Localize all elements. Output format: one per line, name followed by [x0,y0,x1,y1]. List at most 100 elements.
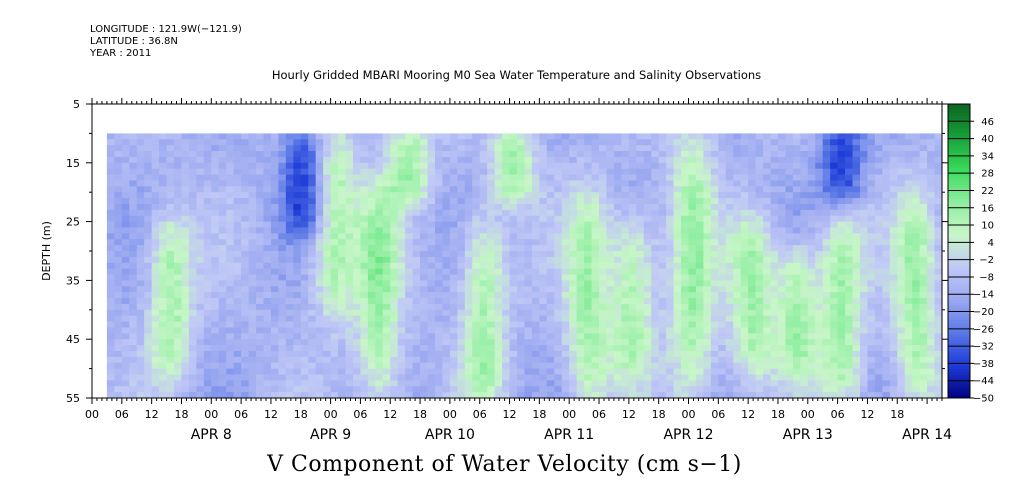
heatmap-cell [345,233,354,240]
heatmap-cell [479,309,488,317]
heatmap-cell [524,356,533,364]
heatmap-cell [457,292,466,299]
heatmap-cell [144,356,153,364]
heatmap-cell [815,245,824,252]
heatmap-cell [293,374,302,381]
heatmap-cell [539,374,548,381]
heatmap-cell [763,362,771,369]
heatmap-cell [203,151,212,158]
heatmap-cell [405,333,414,340]
heatmap-cell [681,392,689,399]
heatmap-cell [830,362,839,369]
heatmap-cell [695,215,704,222]
heatmap-cell [792,303,801,311]
heatmap-cell [733,180,742,187]
heatmap-cell [270,192,279,199]
heatmap-cell [718,145,727,152]
heatmap-cell [777,162,786,170]
heatmap-cell [509,292,518,299]
heatmap-cell [136,133,145,140]
heatmap-cell [703,303,712,311]
heatmap-cell [606,309,615,317]
heatmap-cell [449,309,458,317]
heatmap-cell [293,345,302,352]
heatmap-cell [606,215,615,222]
heatmap-cell [188,203,197,211]
heatmap-cell [785,180,794,187]
heatmap-cell [434,162,443,170]
heatmap-cell [449,198,458,205]
heatmap-cell [904,333,913,340]
heatmap-cell [524,292,533,299]
heatmap-cell [546,251,555,258]
heatmap-cell [651,286,660,293]
heatmap-cell [136,227,145,234]
heatmap-cell [315,233,324,240]
heatmap-cell [628,227,637,234]
heatmap-cell [233,133,242,140]
heatmap-cell [278,286,287,293]
heatmap-cell [785,286,794,293]
heatmap-cell [166,198,175,205]
heatmap-cell [703,192,712,199]
heatmap-cell [830,309,839,317]
heatmap-cell [748,215,756,222]
heatmap-cell [643,180,652,187]
heatmap-cell [397,133,406,140]
heatmap-cell [106,368,115,375]
heatmap-cell [233,256,242,264]
heatmap-cell [136,298,145,305]
heatmap-cell [606,298,615,305]
heatmap-cell [308,392,317,399]
heatmap-cell [151,380,160,387]
heatmap-cell [159,186,167,193]
heatmap-cell [121,145,130,152]
heatmap-cell [531,392,540,399]
heatmap-cell [188,286,197,293]
heatmap-cell [792,139,801,146]
heatmap-cell [509,239,518,246]
heatmap-cell [658,286,667,293]
heatmap-cell [278,192,287,199]
heatmap-cell [196,239,205,246]
heatmap-cell [576,303,585,311]
heatmap-cell [248,303,257,311]
heatmap-cell [166,268,175,275]
heatmap-cell [584,368,592,375]
heatmap-cell [367,380,376,387]
heatmap-cell [695,233,704,240]
heatmap-cell [837,374,846,381]
heatmap-cell [740,280,749,287]
heatmap-cell [121,227,130,234]
heatmap-cell [927,227,935,234]
heatmap-cell [136,309,145,317]
heatmap-cell [315,145,324,152]
heatmap-cell [531,303,540,311]
heatmap-cell [800,239,809,246]
heatmap-cell [412,303,421,311]
heatmap-cell [643,280,652,287]
heatmap-cell [502,156,510,164]
heatmap-cell [725,350,734,358]
heatmap-cell [591,251,600,258]
heatmap-cell [874,374,883,381]
heatmap-cell [524,368,533,375]
heatmap-cell [397,192,406,199]
heatmap-cell [673,280,682,287]
heatmap-cell [703,392,712,399]
heatmap-cell [606,233,615,240]
heatmap-cell [531,292,540,299]
heatmap-cell [867,239,876,246]
heatmap-cell [375,327,384,334]
heatmap-cell [748,156,756,164]
heatmap-cell [382,303,391,311]
heatmap-cell [390,286,399,293]
heatmap-cell [405,350,414,358]
heatmap-cell [524,362,533,369]
heatmap-cell [412,151,421,158]
heatmap-cell [852,180,861,187]
heatmap-cell [382,274,391,281]
heatmap-cell [874,392,883,399]
heatmap-cell [643,186,652,193]
heatmap-cell [397,339,406,346]
